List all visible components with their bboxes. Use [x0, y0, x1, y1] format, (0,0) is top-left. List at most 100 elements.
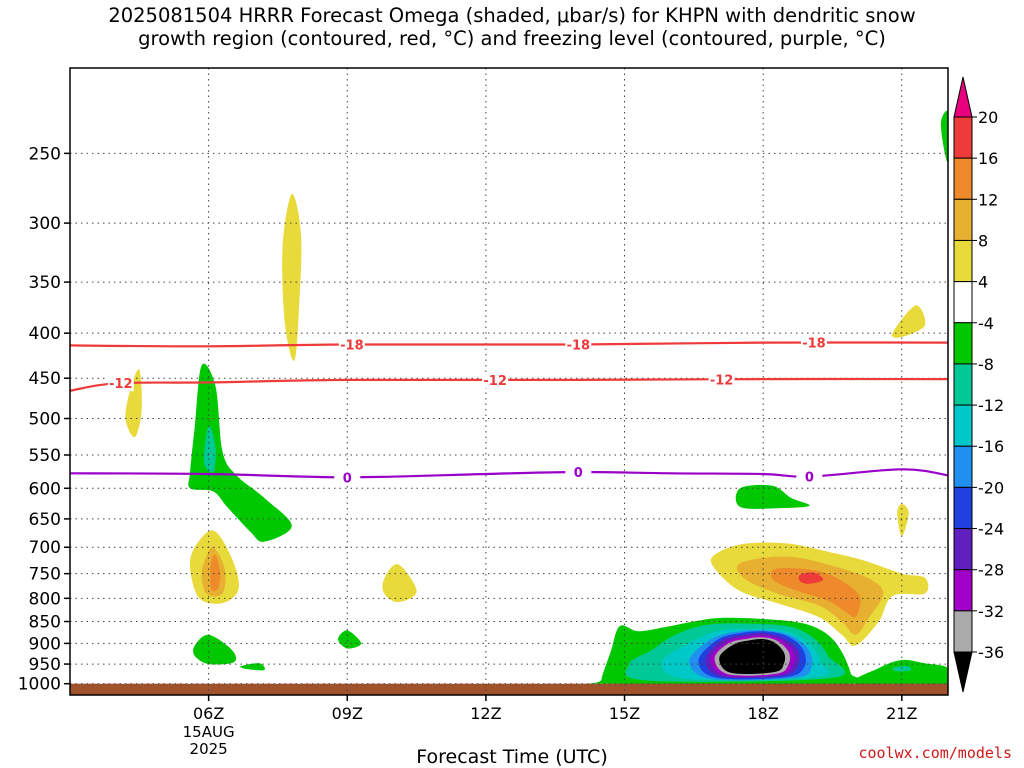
x-tick-label: 18Z — [747, 704, 778, 723]
colorbar-bottom-triangle — [953, 651, 973, 693]
colorbar-label: -24 — [978, 520, 1004, 539]
omega-region--4 — [940, 110, 948, 163]
colorbar-segment — [953, 157, 973, 200]
omega-region--4 — [240, 663, 265, 671]
contour-label-bg — [482, 371, 509, 388]
omega-shaded-regions — [125, 110, 948, 686]
omega-region--4 — [338, 630, 362, 649]
colorbar-label: 8 — [978, 231, 988, 250]
colorbar-label: -20 — [978, 478, 1004, 497]
y-tick-label: 550 — [29, 446, 61, 466]
colorbar-segment — [953, 528, 973, 571]
colorbar-segment — [953, 569, 973, 612]
colorbar-segment — [953, 281, 973, 324]
colorbar-label: -32 — [978, 602, 1004, 621]
omega-region--8 — [203, 425, 216, 473]
omega-region-12 — [770, 567, 861, 618]
y-tick-label: 900 — [29, 634, 61, 654]
contour-label: -18 — [802, 337, 826, 352]
x-tick-label: 12Z — [470, 704, 501, 723]
plot-frame — [69, 67, 949, 696]
y-tick-label: 600 — [29, 479, 61, 499]
contour-line--12 — [70, 377, 948, 392]
colorbar-segment — [953, 610, 973, 653]
y-tick-label: 650 — [29, 510, 61, 530]
chart-title-line2: growth region (contoured, red, °C) and f… — [138, 27, 886, 50]
colorbar-label: -8 — [978, 355, 994, 374]
y-tick-label: 700 — [29, 538, 61, 558]
y-tick-label: 500 — [29, 410, 61, 430]
colorbar-label: 20 — [978, 108, 998, 127]
ground-surface — [70, 683, 948, 695]
contour-label: -12 — [710, 373, 734, 388]
contour-label: -12 — [483, 374, 507, 389]
colorbar-label: -36 — [978, 643, 1004, 662]
contour-label: -18 — [340, 338, 364, 353]
y-tick-label: 350 — [29, 273, 61, 293]
colorbar-label: 16 — [978, 149, 998, 168]
y-tick-label: 300 — [29, 214, 61, 234]
x-tick-label: 09Z — [332, 704, 363, 723]
omega-region-4 — [282, 193, 302, 361]
omega-region--4 — [193, 634, 237, 665]
contour-line--18 — [70, 341, 948, 348]
y-axis: 2503003504004505005506006507007508008509… — [18, 144, 70, 695]
contour-label-bg — [708, 371, 735, 388]
y-tick-label: 250 — [29, 144, 61, 164]
omega-region--4 — [735, 484, 810, 509]
contour-label: 0 — [574, 466, 583, 481]
colorbar-segment — [953, 116, 973, 159]
omega-region-4 — [125, 369, 142, 438]
x-tick-label: 15Z — [609, 704, 640, 723]
omega-region-12 — [210, 554, 221, 592]
y-tick-label: 850 — [29, 613, 61, 633]
contour-label: -12 — [109, 377, 133, 392]
colorbar-label: -4 — [978, 314, 994, 333]
y-tick-label: 750 — [29, 565, 61, 585]
contour-label: 0 — [343, 471, 352, 486]
omega-region--4 — [852, 659, 948, 686]
contour-label: -18 — [567, 338, 591, 353]
contour-label-bg — [565, 336, 592, 353]
x-date-label: 15AUG — [183, 723, 235, 741]
omega-region-4 — [382, 564, 417, 603]
colorbar-label: 4 — [978, 273, 988, 292]
contour-label-bg — [796, 468, 823, 485]
y-tick-label: 450 — [29, 369, 61, 389]
colorbar-segment — [953, 445, 973, 488]
colorbar-segment — [953, 404, 973, 447]
x-date-label: 2025 — [190, 740, 228, 758]
x-tick-label: 21Z — [886, 704, 917, 723]
colorbar-label: 12 — [978, 190, 998, 209]
omega-region--36 — [719, 639, 786, 675]
colorbar-label: -12 — [978, 396, 1004, 415]
colorbar-segment — [953, 239, 973, 283]
omega-region--4 — [188, 363, 292, 542]
surface-band — [70, 683, 948, 695]
y-tick-label: 950 — [29, 655, 61, 675]
colorbar-segment — [953, 322, 973, 365]
chart-title: 2025081504 HRRR Forecast Omega (shaded, … — [0, 4, 1024, 50]
contour-label: 0 — [805, 471, 814, 486]
contour-label-bg — [334, 469, 361, 486]
colorbar-segment — [953, 198, 973, 241]
y-tick-label: 400 — [29, 324, 61, 344]
colorbar-label: -28 — [978, 561, 1004, 580]
omega-region-16 — [798, 572, 824, 584]
y-tick-label: 1000 — [18, 675, 61, 695]
colorbar-segment — [953, 486, 973, 530]
chart-title-line1: 2025081504 HRRR Forecast Omega (shaded, … — [108, 4, 916, 27]
colorbar: 20 16 12 8 4 -4 -8 -12 -16 -20 -24 -28 -32 -36 — [953, 76, 1004, 693]
omega-region-4 — [892, 305, 926, 338]
colorbar-top-triangle — [953, 76, 973, 118]
contour-label-bg — [565, 463, 592, 480]
credit-text: coolwx.com/models — [858, 744, 1012, 762]
colorbar-segment — [953, 363, 973, 406]
x-axis-label: Forecast Time (UTC) — [416, 746, 608, 768]
colorbar-label: -16 — [978, 437, 1004, 456]
x-tick-label: 06Z — [193, 704, 224, 723]
y-tick-label: 800 — [29, 589, 61, 609]
contour-label-bg — [800, 334, 827, 351]
